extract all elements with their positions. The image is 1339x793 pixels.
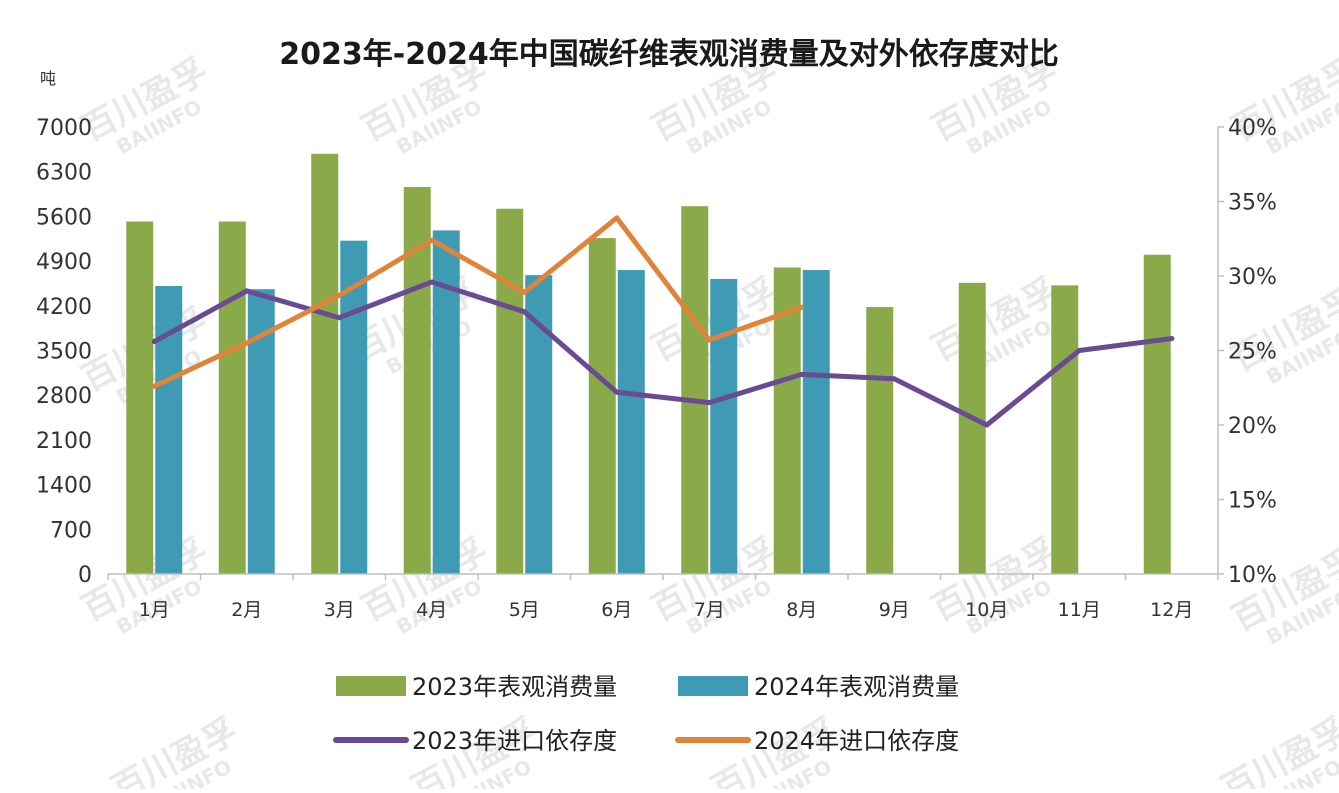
bar bbox=[1051, 285, 1079, 574]
x-tick-label: 2月 bbox=[231, 599, 262, 621]
line-point bbox=[799, 371, 805, 377]
line-point bbox=[244, 340, 250, 346]
bar bbox=[588, 238, 616, 574]
legend-swatch bbox=[678, 676, 748, 696]
line-point bbox=[429, 237, 435, 243]
bar bbox=[773, 267, 801, 574]
line-point bbox=[521, 289, 527, 295]
x-tick-label: 7月 bbox=[694, 599, 725, 621]
bar bbox=[681, 206, 709, 574]
x-tick-label: 3月 bbox=[324, 599, 355, 621]
y-right-tick-label: 10% bbox=[1228, 563, 1277, 588]
x-tick-label: 1月 bbox=[139, 599, 170, 621]
legend-label: 2023年进口依存度 bbox=[412, 727, 617, 755]
line-point bbox=[336, 315, 342, 321]
x-tick-label: 4月 bbox=[416, 599, 447, 621]
line-point bbox=[1076, 348, 1082, 353]
y-axis-unit-label: 吨 bbox=[40, 69, 56, 88]
bar bbox=[218, 221, 246, 574]
line-point bbox=[614, 389, 620, 395]
axes-layer: 0 700 1400 2100 2800 3500 4200 4900 5600 6300 7000… bbox=[36, 116, 1277, 621]
y-left-tick-label: 4900 bbox=[36, 250, 92, 275]
y-left-tick-label: 1400 bbox=[36, 474, 92, 499]
line-point bbox=[151, 339, 157, 345]
x-tick-label: 8月 bbox=[786, 599, 817, 621]
bar bbox=[126, 221, 154, 574]
line-point bbox=[1169, 336, 1175, 342]
y-left-tick-label: 700 bbox=[50, 518, 92, 543]
line-point bbox=[614, 215, 620, 221]
y-right-tick-label: 15% bbox=[1228, 489, 1277, 514]
x-tick-label: 12月 bbox=[1150, 599, 1193, 621]
bar bbox=[802, 270, 830, 574]
line-series bbox=[151, 279, 1175, 428]
x-tick-label: 11月 bbox=[1058, 599, 1101, 621]
x-tick-label: 6月 bbox=[601, 599, 632, 621]
line-point bbox=[984, 422, 990, 428]
line-point bbox=[891, 376, 897, 382]
y-left-tick-label: 6300 bbox=[36, 161, 92, 186]
bar bbox=[496, 208, 524, 575]
lines-layer bbox=[151, 215, 1175, 428]
bar bbox=[340, 240, 368, 574]
line-point bbox=[799, 304, 805, 310]
line-point bbox=[429, 279, 435, 285]
bar bbox=[866, 307, 894, 574]
y-left-tick-label: 3500 bbox=[36, 340, 92, 365]
y-left-tick-label: 5600 bbox=[36, 205, 92, 230]
line-point bbox=[706, 337, 712, 343]
y-left-tick-label: 0 bbox=[78, 563, 92, 588]
bar bbox=[1143, 254, 1171, 574]
legend: 2023年表观消费量 2024年表观消费量 2023年进口依存度 2024年进口依存度 bbox=[333, 673, 959, 755]
y-left-tick-label: 7000 bbox=[36, 116, 92, 141]
y-left-tick-label: 4200 bbox=[36, 295, 92, 320]
chart-title: 2023年-2024年中国碳纤维表观消费量及对外依存度对比 bbox=[279, 37, 1058, 72]
line-point bbox=[244, 288, 250, 294]
line-series bbox=[151, 215, 805, 389]
y-right-tick-label: 40% bbox=[1228, 116, 1277, 141]
y-right-tick-label: 25% bbox=[1228, 340, 1277, 365]
line-point bbox=[336, 292, 342, 298]
bar bbox=[311, 153, 339, 574]
x-tick-label: 10月 bbox=[965, 599, 1008, 621]
legend-label: 2024年表观消费量 bbox=[754, 673, 959, 701]
bar bbox=[617, 270, 645, 574]
bar bbox=[525, 275, 553, 574]
x-tick-label: 5月 bbox=[509, 599, 540, 621]
legend-swatch bbox=[336, 676, 406, 696]
y-right-tick-label: 35% bbox=[1228, 191, 1277, 216]
y-right-tick-label: 30% bbox=[1228, 265, 1277, 290]
line-point bbox=[151, 383, 157, 389]
line-point bbox=[521, 309, 527, 315]
x-tick-label: 9月 bbox=[879, 599, 910, 621]
y-left-tick-label: 2800 bbox=[36, 384, 92, 409]
legend-label: 2024年进口依存度 bbox=[754, 727, 959, 755]
bar bbox=[958, 282, 986, 574]
legend-label: 2023年表观消费量 bbox=[412, 673, 617, 701]
y-left-tick-label: 2100 bbox=[36, 429, 92, 454]
line-point bbox=[706, 400, 712, 406]
bars-layer bbox=[126, 153, 1171, 575]
bar bbox=[710, 278, 738, 574]
y-right-tick-label: 20% bbox=[1228, 414, 1277, 439]
